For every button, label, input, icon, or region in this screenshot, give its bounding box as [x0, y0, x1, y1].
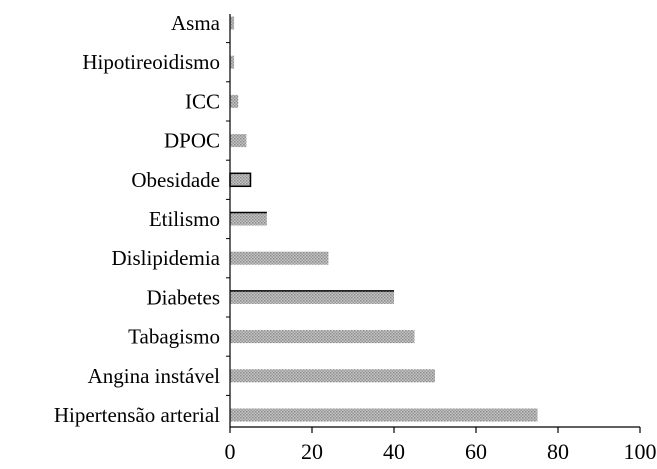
x-tick-label: 100: [624, 439, 657, 464]
category-label: Hipotireoidismo: [82, 50, 220, 74]
bar-angina-instável: [230, 369, 435, 383]
x-tick-label: 80: [547, 439, 569, 464]
x-ticks: 0 20 40 60 80 100: [225, 427, 657, 464]
x-tick-label: 60: [465, 439, 487, 464]
bar-hipertensão-arterial: [230, 408, 538, 422]
category-label: DPOC: [164, 129, 220, 153]
bar-dpoc: [230, 134, 247, 148]
axes-group: [226, 14, 640, 428]
bar-obesidade: [229, 172, 252, 188]
x-tick-label: 0: [225, 439, 236, 464]
bar-dislipidemia: [230, 251, 329, 265]
bars-group: [229, 16, 538, 422]
category-label: ICC: [185, 89, 220, 113]
category-label: Etilismo: [149, 207, 220, 231]
bar-etilismo: [230, 212, 267, 226]
category-label: Angina instável: [88, 364, 221, 388]
category-label: Diabetes: [147, 285, 220, 309]
bar-icc: [230, 94, 239, 108]
category-label: Tabagismo: [128, 325, 220, 349]
x-tick-label: 20: [301, 439, 323, 464]
bar-tabagismo: [230, 330, 415, 344]
category-label: Obesidade: [131, 168, 220, 192]
bar-hipotireoidismo: [230, 55, 235, 69]
bar-asma: [230, 16, 235, 30]
category-labels: Asma Hipotireoidismo ICC DPOC Obesidade Etili…: [54, 11, 221, 427]
x-tick-label: 40: [383, 439, 405, 464]
category-label: Asma: [171, 11, 221, 35]
category-label: Dislipidemia: [112, 246, 221, 270]
bar-diabetes: [230, 290, 394, 304]
category-label: Hipertensão arterial: [54, 403, 220, 427]
